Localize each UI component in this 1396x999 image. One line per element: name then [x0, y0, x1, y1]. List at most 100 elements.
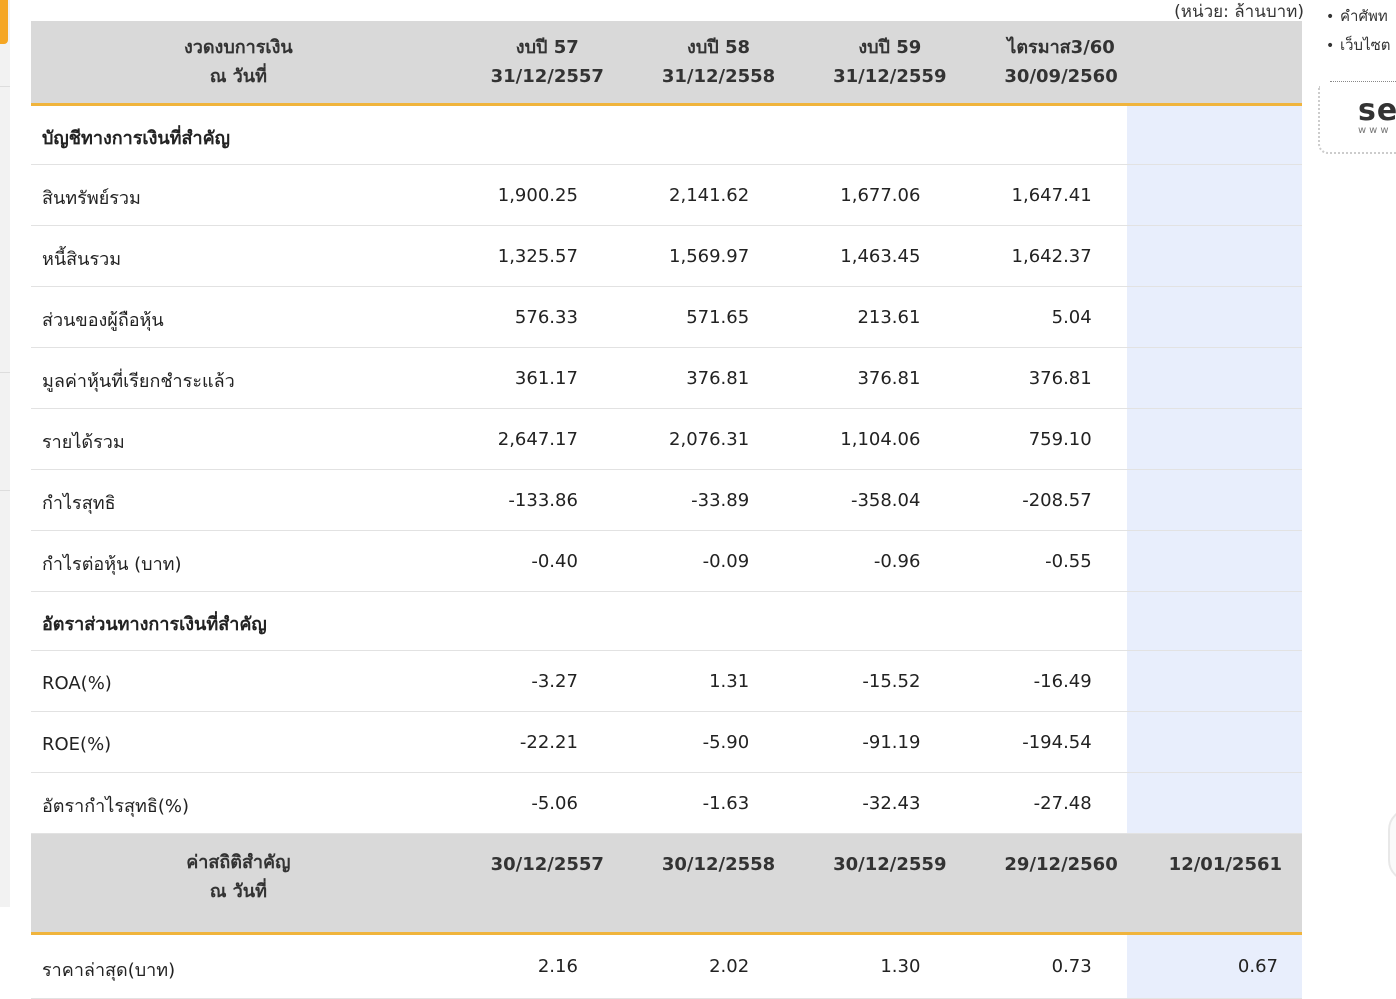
blank-cell [1126, 104, 1302, 165]
value-cell: -1.63 [612, 772, 785, 834]
value-cell: 1.30 [784, 933, 956, 999]
stat-date-header: 30/12/2557 [441, 833, 613, 935]
section-row: บัญชีทางการเงินที่สำคัญ [31, 104, 1302, 165]
blank-cell [1126, 347, 1302, 409]
table-row: ROE(%) -22.21 -5.90 -91.19 -194.54 [31, 711, 1302, 773]
set-logo: se [1358, 93, 1396, 128]
right-sidebar: • คำศัพท • เว็บไซต se www [1316, 0, 1396, 907]
column-header: ไตรมาส3/60 30/09/2560 [955, 21, 1127, 106]
dotted-divider [1330, 81, 1396, 82]
floating-button[interactable] [1388, 808, 1396, 882]
value-cell: -91.19 [784, 711, 956, 773]
value-cell: 376.81 [784, 347, 956, 409]
row-label: ราคาล่าสุด(บาท) [31, 933, 442, 999]
statistics-header-row: ค่าสถิติสำคัญ ณ วันที่ 30/12/2557 30/12/… [31, 833, 1302, 935]
value-cell: 2,076.31 [612, 408, 785, 470]
column-header-title: งบปี 59 [858, 37, 922, 58]
table-row: หนี้สินรวม 1,325.57 1,569.97 1,463.45 1,… [31, 225, 1302, 287]
column-header: งบปี 59 31/12/2559 [784, 21, 956, 106]
sidebar-link-label: คำศัพท [1340, 7, 1388, 25]
value-cell: 1,104.06 [784, 408, 956, 470]
unit-note: (หน่วย: ล้านบาท) [1174, 2, 1304, 22]
column-header-date: 30/09/2560 [1004, 66, 1118, 87]
value-cell: 576.33 [441, 286, 613, 348]
value-cell: 759.10 [955, 408, 1127, 470]
value-cell: 1,463.45 [784, 225, 956, 287]
table-row: กำไรต่อหุ้น (บาท) -0.40 -0.09 -0.96 -0.5… [31, 530, 1302, 592]
value-cell: -33.89 [612, 469, 785, 531]
left-sidebar-edge [0, 0, 10, 907]
value-cell: 0.73 [955, 933, 1127, 999]
value-cell: 2.16 [441, 933, 613, 999]
left-divider [0, 372, 10, 373]
left-divider [0, 490, 10, 491]
value-cell: -27.48 [955, 772, 1127, 834]
row-label: มูลค่าหุ้นที่เรียกชำระแล้ว [31, 347, 442, 409]
table-row: อัตรากำไรสุทธิ(%) -5.06 -1.63 -32.43 -27… [31, 772, 1302, 834]
value-cell: 2,141.62 [612, 164, 785, 226]
value-cell: 376.81 [612, 347, 785, 409]
row-label: อัตรากำไรสุทธิ(%) [31, 772, 442, 834]
period-header: งวดงบการเงิน ณ วันที่ [31, 21, 442, 106]
value-cell: -22.21 [441, 711, 613, 773]
table-row: ส่วนของผู้ถือหุ้น 576.33 571.65 213.61 5… [31, 286, 1302, 348]
value-cell: -0.40 [441, 530, 613, 592]
period-header-line2: ณ วันที่ [209, 66, 267, 87]
row-label: กำไรต่อหุ้น (บาท) [31, 530, 442, 592]
value-cell: 2.02 [612, 933, 785, 999]
value-cell: 2,647.17 [441, 408, 613, 470]
value-cell: 0.67 [1126, 933, 1302, 999]
statistics-header-line1: ค่าสถิติสำคัญ [186, 852, 291, 873]
value-cell: 1,647.41 [955, 164, 1127, 226]
row-label: รายได้รวม [31, 408, 442, 470]
value-cell: 361.17 [441, 347, 613, 409]
column-header-title: งบปี 57 [515, 37, 579, 58]
bullet-icon: • [1326, 38, 1335, 54]
value-cell: -5.90 [612, 711, 785, 773]
table-row: สินทรัพย์รวม 1,900.25 2,141.62 1,677.06 … [31, 164, 1302, 226]
value-cell: 1,642.37 [955, 225, 1127, 287]
stat-date-header: 29/12/2560 [955, 833, 1127, 935]
blank-cell [1126, 286, 1302, 348]
column-header-date: 31/12/2559 [833, 66, 947, 87]
blank-cell [1126, 650, 1302, 712]
row-label: ส่วนของผู้ถือหุ้น [31, 286, 442, 348]
blank-cell [1126, 530, 1302, 592]
left-divider [0, 86, 10, 87]
value-cell: 213.61 [784, 286, 956, 348]
value-cell: -358.04 [784, 469, 956, 531]
value-cell: 1,677.06 [784, 164, 956, 226]
logo-box[interactable] [1318, 86, 1396, 154]
table-row: ราคาล่าสุด(บาท) 2.16 2.02 1.30 0.73 0.67 [31, 933, 1302, 999]
value-cell: -194.54 [955, 711, 1127, 773]
column-header-empty [1126, 21, 1302, 106]
value-cell: 376.81 [955, 347, 1127, 409]
sidebar-link[interactable]: • คำศัพท [1326, 4, 1388, 28]
left-accent-tab[interactable] [0, 0, 8, 44]
blank-cell [1126, 164, 1302, 226]
blank-cell [1126, 772, 1302, 834]
column-header-title: ไตรมาส3/60 [1007, 37, 1115, 58]
value-cell: 1,325.57 [441, 225, 613, 287]
statistics-header-line2: ณ วันที่ [209, 881, 267, 902]
value-cell: -3.27 [441, 650, 613, 712]
sidebar-link[interactable]: • เว็บไซต [1326, 33, 1391, 57]
blank-cell [1126, 225, 1302, 287]
row-label: ROE(%) [31, 711, 442, 773]
value-cell: -15.52 [784, 650, 956, 712]
blank-cell [1126, 711, 1302, 773]
stat-date-header: 30/12/2559 [784, 833, 956, 935]
value-cell: 5.04 [955, 286, 1127, 348]
table-row: รายได้รวม 2,647.17 2,076.31 1,104.06 759… [31, 408, 1302, 470]
section-title-accounts: บัญชีทางการเงินที่สำคัญ [31, 104, 1127, 165]
blank-cell [1126, 408, 1302, 470]
column-header-date: 31/12/2558 [661, 66, 776, 87]
value-cell: -133.86 [441, 469, 613, 531]
statistics-header: ค่าสถิติสำคัญ ณ วันที่ [31, 833, 442, 935]
table-row: มูลค่าหุ้นที่เรียกชำระแล้ว 361.17 376.81… [31, 347, 1302, 409]
row-label: ROA(%) [31, 650, 442, 712]
column-header: งบปี 58 31/12/2558 [612, 21, 785, 106]
value-cell: 1.31 [612, 650, 785, 712]
column-header-date: 31/12/2557 [490, 66, 604, 87]
value-cell: -0.09 [612, 530, 785, 592]
